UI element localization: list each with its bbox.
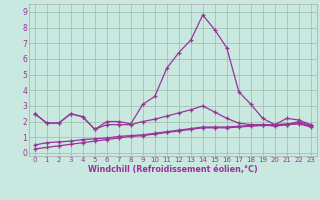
X-axis label: Windchill (Refroidissement éolien,°C): Windchill (Refroidissement éolien,°C): [88, 165, 258, 174]
